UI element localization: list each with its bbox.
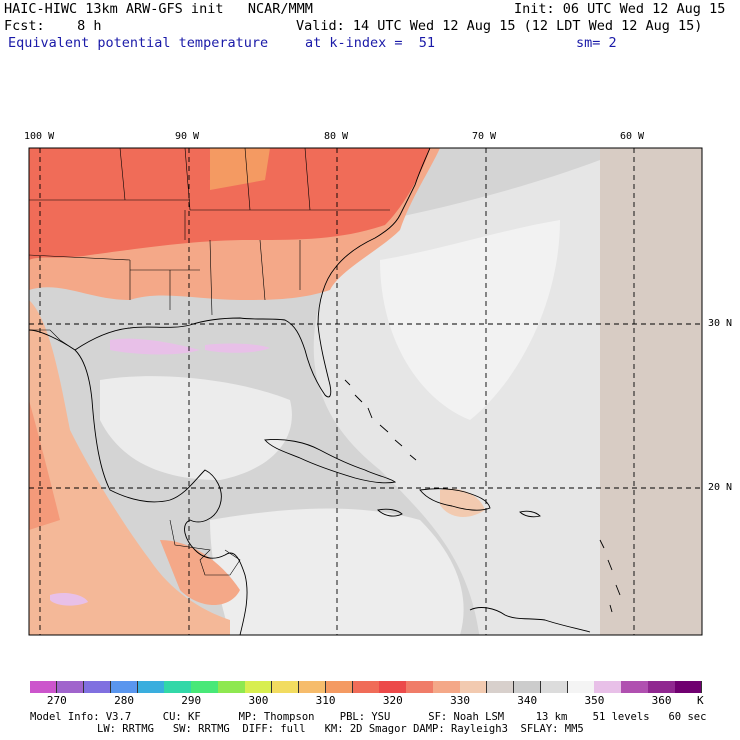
coastlines [28, 147, 621, 636]
colorbar-swatch [30, 681, 58, 693]
field-name: Equivalent potential temperature [8, 35, 269, 51]
forecast-hour: Fcst: 8 h [4, 18, 102, 34]
colorbar-swatch [621, 681, 649, 693]
lon-label-70w: 70 W [472, 131, 497, 142]
colorbar-tick-label: 340 [517, 694, 538, 707]
lon-label-60w: 60 W [620, 131, 645, 142]
lat-label-30n: 30 N [708, 318, 733, 329]
colorbar-swatch [675, 681, 703, 693]
colorbar-swatch [56, 681, 85, 693]
colorbar-swatch [433, 681, 461, 693]
colorbar-tick-label: 300 [248, 694, 269, 707]
colorbar-tick-label: 270 [46, 694, 67, 707]
latlon-grid [29, 148, 702, 635]
lesser-antilles-outline [599, 539, 621, 613]
east-tan-region [600, 148, 702, 635]
colorbar-swatch [460, 681, 488, 693]
colorbar-swatch [325, 681, 354, 693]
model-info-line1: Model Info: V3.7 CU: KF MP: Thompson PBL… [30, 711, 707, 723]
colorbar-swatch [513, 681, 542, 693]
colorbar-swatch [137, 681, 165, 693]
colorbar-swatch [379, 681, 407, 693]
colorbar-swatch [567, 681, 595, 693]
colorbar-swatch [83, 681, 112, 693]
colorbar-unit: K [697, 694, 704, 707]
colorbar-tick-label: 290 [181, 694, 202, 707]
colorbar-swatch [191, 681, 219, 693]
colorbar-swatch [245, 681, 273, 693]
colorbar-tick-label: 350 [584, 694, 605, 707]
colorbar-swatch [648, 681, 676, 693]
political-borders [28, 147, 390, 576]
colorbar-swatch [164, 681, 192, 693]
colorbar-swatch [218, 681, 246, 693]
atlantic-white-region [380, 220, 560, 420]
pacific-lavender-patch [50, 592, 88, 606]
mexico-warm-region [29, 300, 230, 635]
colorbar-swatch [352, 681, 380, 693]
smoothing: sm= 2 [576, 35, 617, 51]
colorbar-swatch [406, 681, 434, 693]
colorbar-tick-label: 330 [450, 694, 470, 707]
gulf-light-region [100, 376, 292, 480]
init-time: Init: 06 UTC Wed 12 Aug 15 [514, 1, 726, 17]
colorbar-swatch [486, 681, 515, 693]
us-state-borders [28, 147, 390, 316]
colorbar-swatch [110, 681, 138, 693]
hispaniola-outline [419, 488, 491, 511]
central-america-warm [160, 540, 240, 605]
colorbar-tick-label: 320 [382, 694, 403, 707]
jamaica-outline [377, 508, 403, 517]
land-warm-core [29, 148, 430, 260]
level-index: at k-index = 51 [305, 35, 436, 51]
colorbar-tick-label: 280 [114, 694, 134, 707]
warm-patch-1 [210, 148, 270, 190]
lon-label-80w: 80 W [324, 131, 349, 142]
cuba-outline [264, 439, 397, 484]
map-frame [28, 147, 703, 636]
bahamas-outline [344, 379, 417, 461]
mexico-warm-core [29, 400, 60, 530]
gulf-lavender-patch-2 [205, 343, 270, 353]
colorbar-swatch [298, 681, 327, 693]
valid-time: Valid: 14 UTC Wed 12 Aug 15 (12 LDT Wed … [296, 18, 703, 34]
model-title: HAIC-HIWC 13km ARW-GFS init NCAR/MMM [4, 1, 313, 17]
colorbar-tick-label: 360 [651, 694, 672, 707]
puerto-rico-outline [519, 510, 541, 518]
lon-label-100w: 100 W [24, 131, 55, 142]
us-mexico-border [29, 329, 76, 351]
model-info-line2: LW: RRTMG SW: RRTMG DIFF: full KM: 2D Sm… [97, 723, 584, 735]
colorbar-swatch [271, 681, 300, 693]
colorbar-swatch [540, 681, 569, 693]
south-america-coast [469, 607, 591, 633]
colorbar-tick-label: 310 [315, 694, 336, 707]
gulf-lavender-patch [110, 338, 200, 355]
gulf-coast-mexico [28, 329, 248, 636]
central-america-borders [169, 519, 241, 576]
colorbar-swatch [594, 681, 622, 693]
lon-label-90w: 90 W [175, 131, 200, 142]
lat-label-20n: 20 N [708, 482, 733, 493]
field-shading [29, 148, 702, 635]
